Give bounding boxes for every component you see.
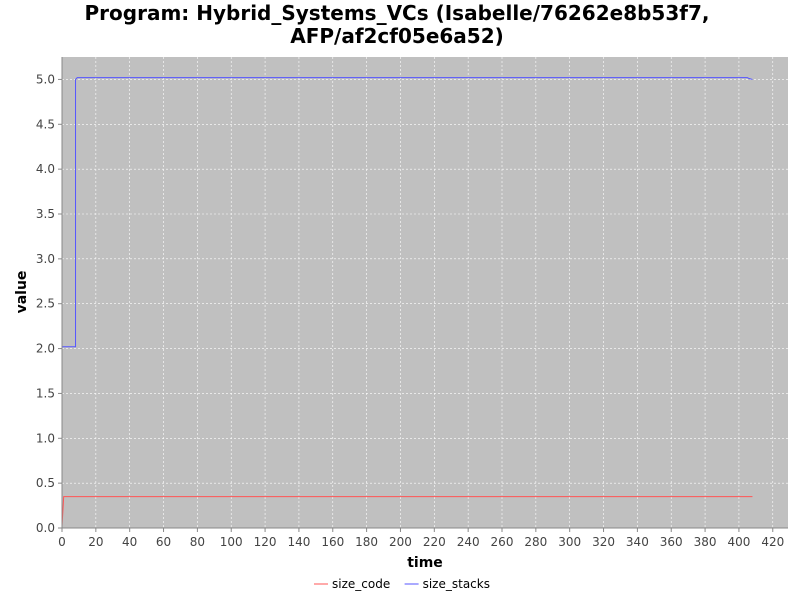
x-tick-label: 420 — [761, 535, 784, 549]
y-axis-label: value — [14, 271, 30, 314]
x-tick-label: 60 — [156, 535, 171, 549]
x-tick-label: 120 — [254, 535, 277, 549]
y-tick-label: 2.5 — [36, 297, 55, 311]
legend-label-size-code: size_code — [332, 577, 390, 591]
y-tick-label: 1.0 — [36, 431, 55, 445]
plot-area — [62, 57, 788, 528]
x-tick-label: 400 — [727, 535, 750, 549]
x-tick-label: 80 — [190, 535, 205, 549]
x-tick-label: 380 — [694, 535, 717, 549]
x-tick-label: 360 — [660, 535, 683, 549]
y-tick-label: 1.5 — [36, 386, 55, 400]
chart-title-line-2: AFP/af2cf05e6a52) — [290, 24, 504, 48]
legend: size_code size_stacks — [314, 577, 490, 591]
y-gridlines — [62, 79, 788, 529]
series-layer — [61, 77, 753, 527]
x-tick-label: 160 — [321, 535, 344, 549]
y-tick-label: 5.0 — [36, 72, 55, 86]
y-tick-label: 2.0 — [36, 342, 55, 356]
x-tick-label: 280 — [524, 535, 547, 549]
x-tick-label: 300 — [558, 535, 581, 549]
y-tick-label: 4.5 — [36, 117, 55, 131]
legend-label-size-stacks: size_stacks — [423, 577, 490, 591]
x-tick-label: 340 — [626, 535, 649, 549]
y-ticks: 0.0 0.5 1.0 1.5 2.0 2.5 3.0 3.5 4.0 4.5 5.0 — [36, 72, 62, 535]
series-line-size-code — [61, 496, 753, 527]
x-ticks: 0 20 40 60 80 100 120 140 160 180 200 220 240 260 280 3… — [58, 528, 784, 549]
y-tick-label: 0.0 — [36, 521, 55, 535]
x-tick-label: 180 — [355, 535, 378, 549]
x-tick-label: 0 — [58, 535, 66, 549]
chart-title-line-1: Program: Hybrid_Systems_VCs (Isabelle/76… — [85, 1, 710, 25]
y-tick-label: 0.5 — [36, 476, 55, 490]
series-line-size-stacks — [62, 77, 753, 348]
x-tick-label: 320 — [592, 535, 615, 549]
x-axis-label: time — [407, 555, 443, 571]
x-tick-label: 40 — [122, 535, 137, 549]
x-tick-label: 100 — [220, 535, 243, 549]
x-tick-label: 240 — [457, 535, 480, 549]
x-tick-label: 200 — [389, 535, 412, 549]
y-tick-label: 3.5 — [36, 207, 55, 221]
y-tick-label: 3.0 — [36, 252, 55, 266]
x-tick-label: 220 — [423, 535, 446, 549]
x-gridlines — [61, 57, 774, 528]
y-tick-label: 4.0 — [36, 162, 55, 176]
x-tick-label: 20 — [88, 535, 103, 549]
x-tick-label: 140 — [287, 535, 310, 549]
x-tick-label: 260 — [491, 535, 514, 549]
